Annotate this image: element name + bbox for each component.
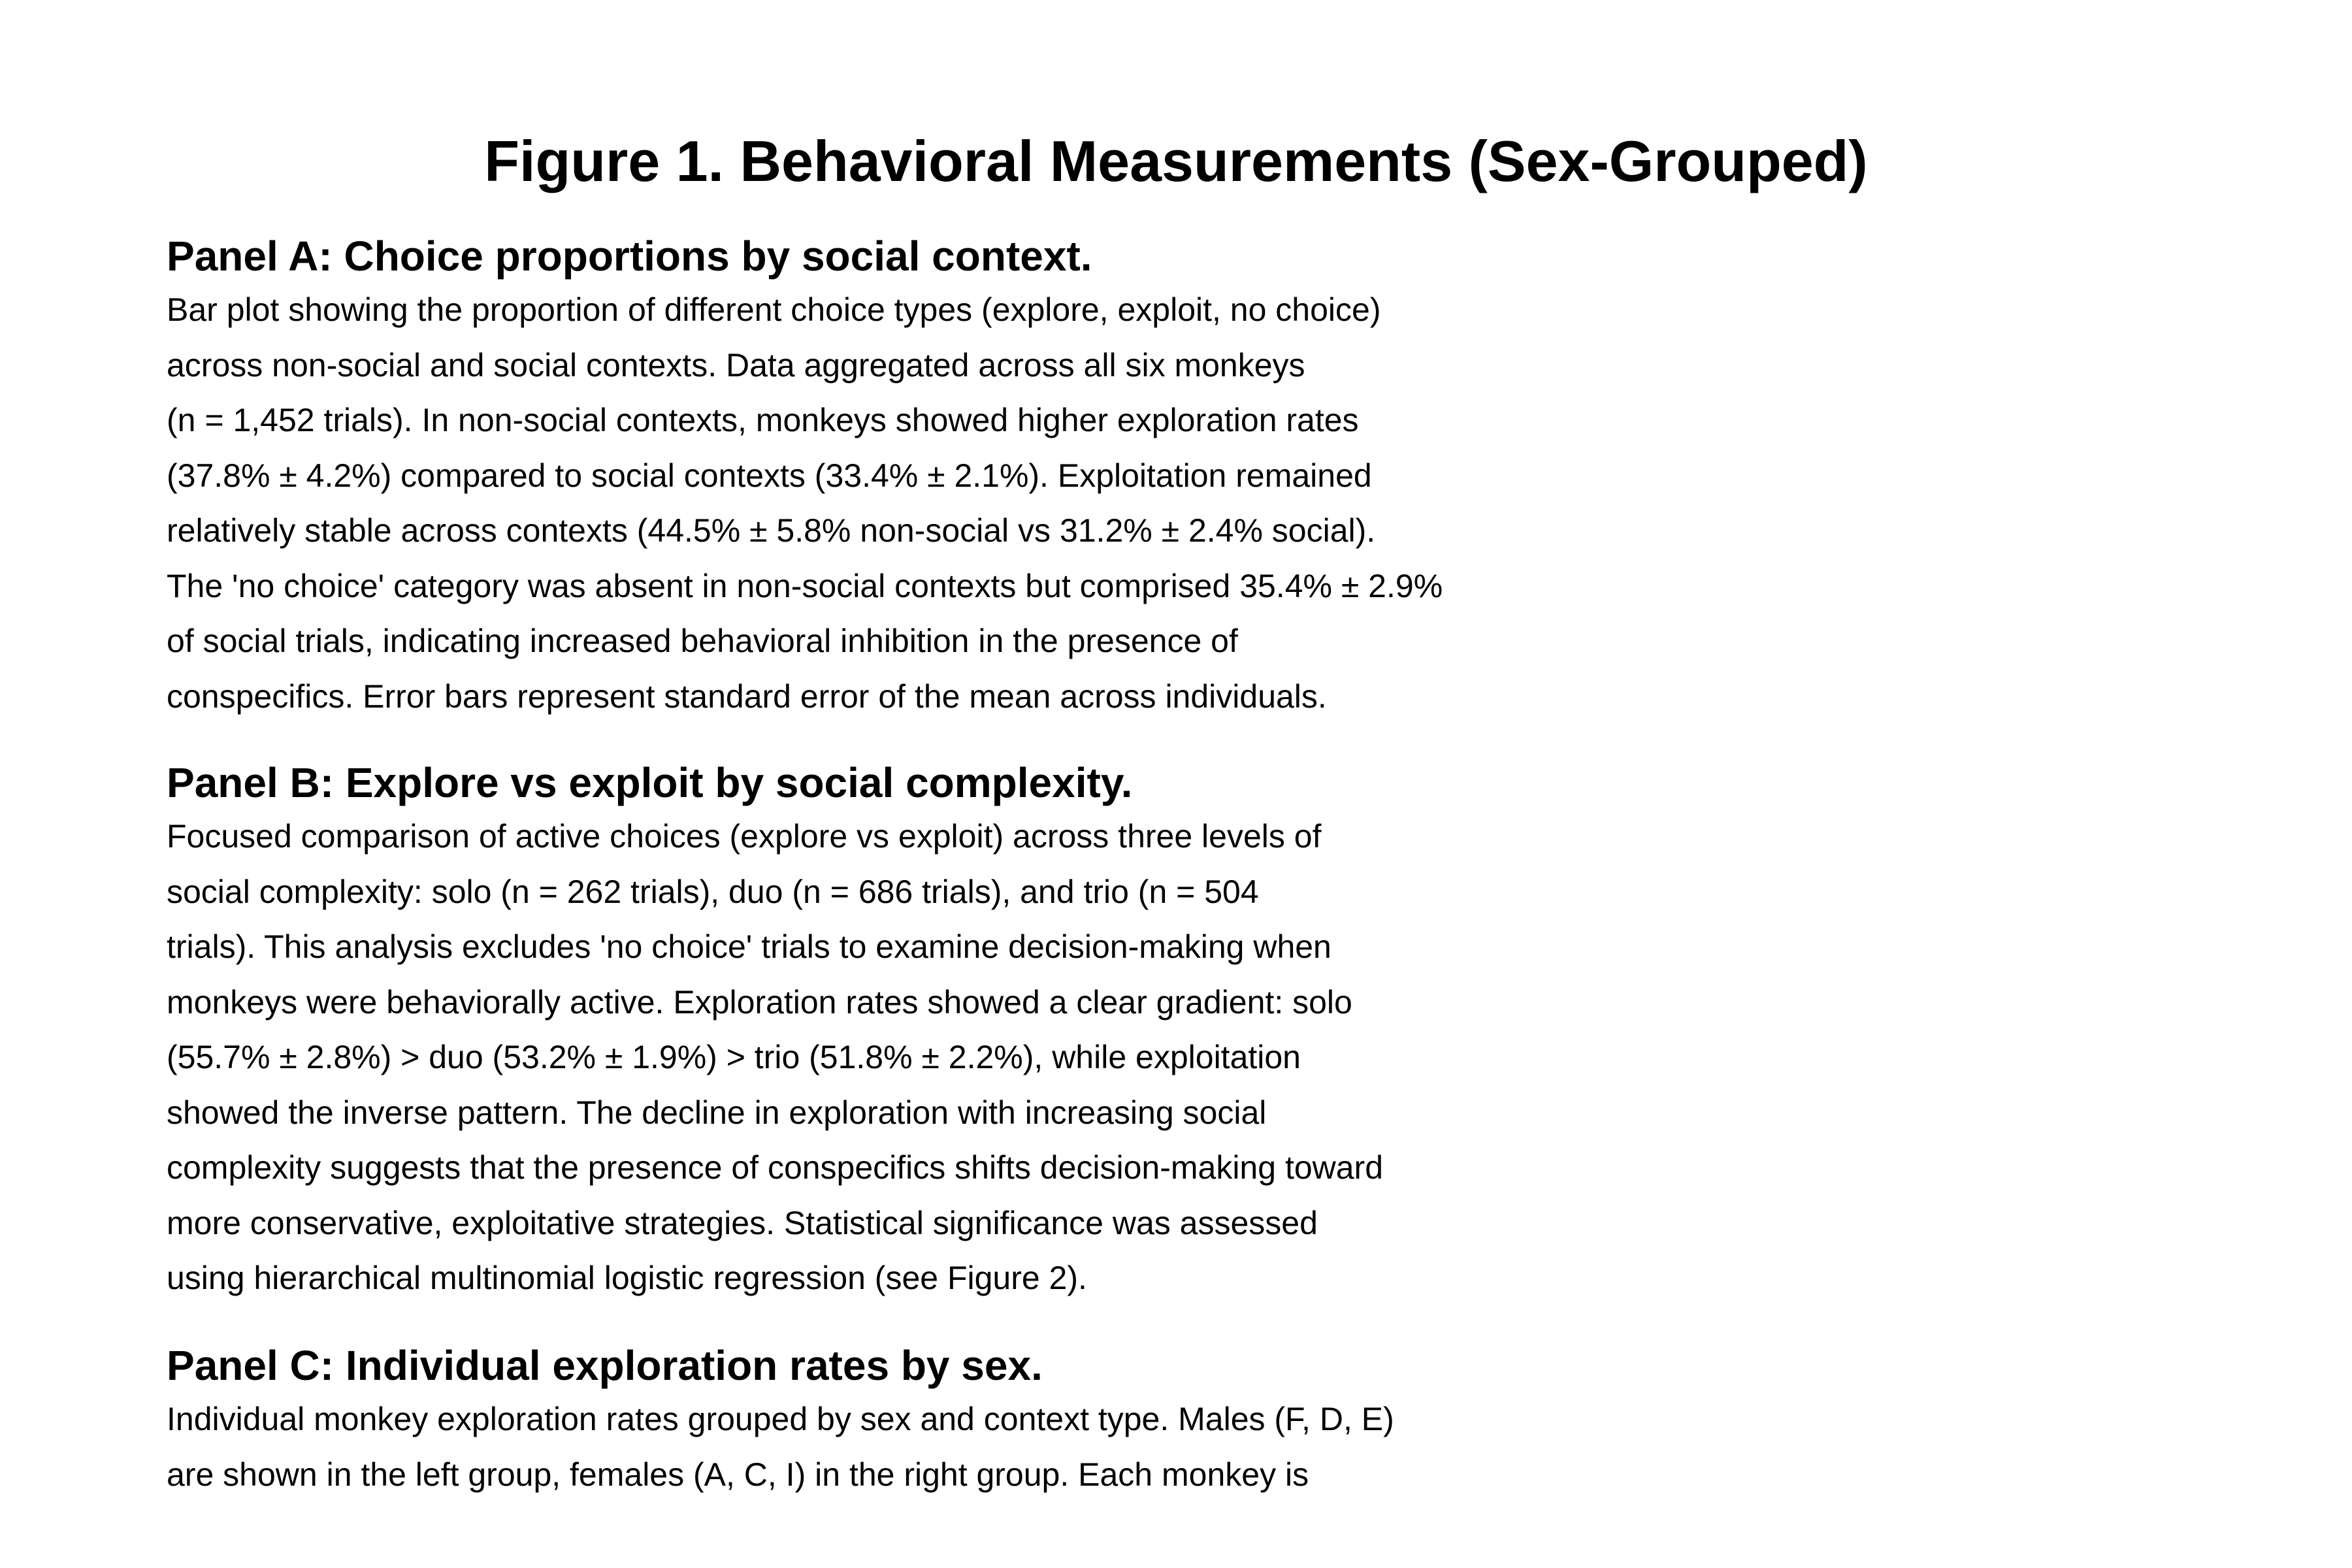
- text-line: complexity suggests that the presence of…: [167, 1149, 1384, 1186]
- panel-a-text: Bar plot showing the proportion of diffe…: [167, 282, 1800, 724]
- text-line: (55.7% ± 2.8%) > duo (53.2% ± 1.9%) > tr…: [167, 1039, 1301, 1075]
- text-line: (n = 1,452 trials). In non-social contex…: [167, 402, 1359, 438]
- text-line: are shown in the left group, females (A,…: [167, 1456, 1309, 1493]
- panel-b-heading: Panel B: Explore vs exploit by social co…: [167, 759, 1133, 806]
- text-line: social complexity: solo (n = 262 trials)…: [167, 873, 1259, 910]
- panel-a-heading: Panel A: Choice proportions by social co…: [167, 233, 1092, 280]
- text-line: relatively stable across contexts (44.5%…: [167, 512, 1376, 549]
- panel-c: Panel C: Individual exploration rates by…: [167, 1339, 1800, 1502]
- text-line: across non-social and social contexts. D…: [167, 346, 1305, 384]
- text-line: Individual monkey exploration rates grou…: [167, 1401, 1394, 1437]
- text-line: Focused comparison of active choices (ex…: [167, 818, 1322, 855]
- text-line: trials). This analysis excludes 'no choi…: [167, 928, 1331, 965]
- panel-b: Panel B: Explore vs exploit by social co…: [167, 757, 1800, 1306]
- text-line: The 'no choice' category was absent in n…: [167, 567, 1443, 604]
- panel-c-text: Individual monkey exploration rates grou…: [167, 1392, 1800, 1502]
- panel-b-text: Focused comparison of active choices (ex…: [167, 809, 1800, 1306]
- text-line: monkeys were behaviorally active. Explor…: [167, 983, 1352, 1021]
- text-line: showed the inverse pattern. The decline …: [167, 1094, 1267, 1131]
- panel-c-heading: Panel C: Individual exploration rates by…: [167, 1342, 1043, 1389]
- figure-title: Figure 1. Behavioral Measurements (Sex-G…: [484, 129, 1868, 193]
- text-line: conspecifics. Error bars represent stand…: [167, 678, 1327, 715]
- text-line: more conservative, exploitative strategi…: [167, 1204, 1318, 1241]
- text-line: (37.8% ± 4.2%) compared to social contex…: [167, 457, 1372, 494]
- text-line: using hierarchical multinomial logistic …: [167, 1260, 1087, 1296]
- text-line: of social trials, indicating increased b…: [167, 623, 1238, 659]
- panel-a: Panel A: Choice proportions by social co…: [167, 230, 1800, 724]
- text-line: Bar plot showing the proportion of diffe…: [167, 291, 1381, 328]
